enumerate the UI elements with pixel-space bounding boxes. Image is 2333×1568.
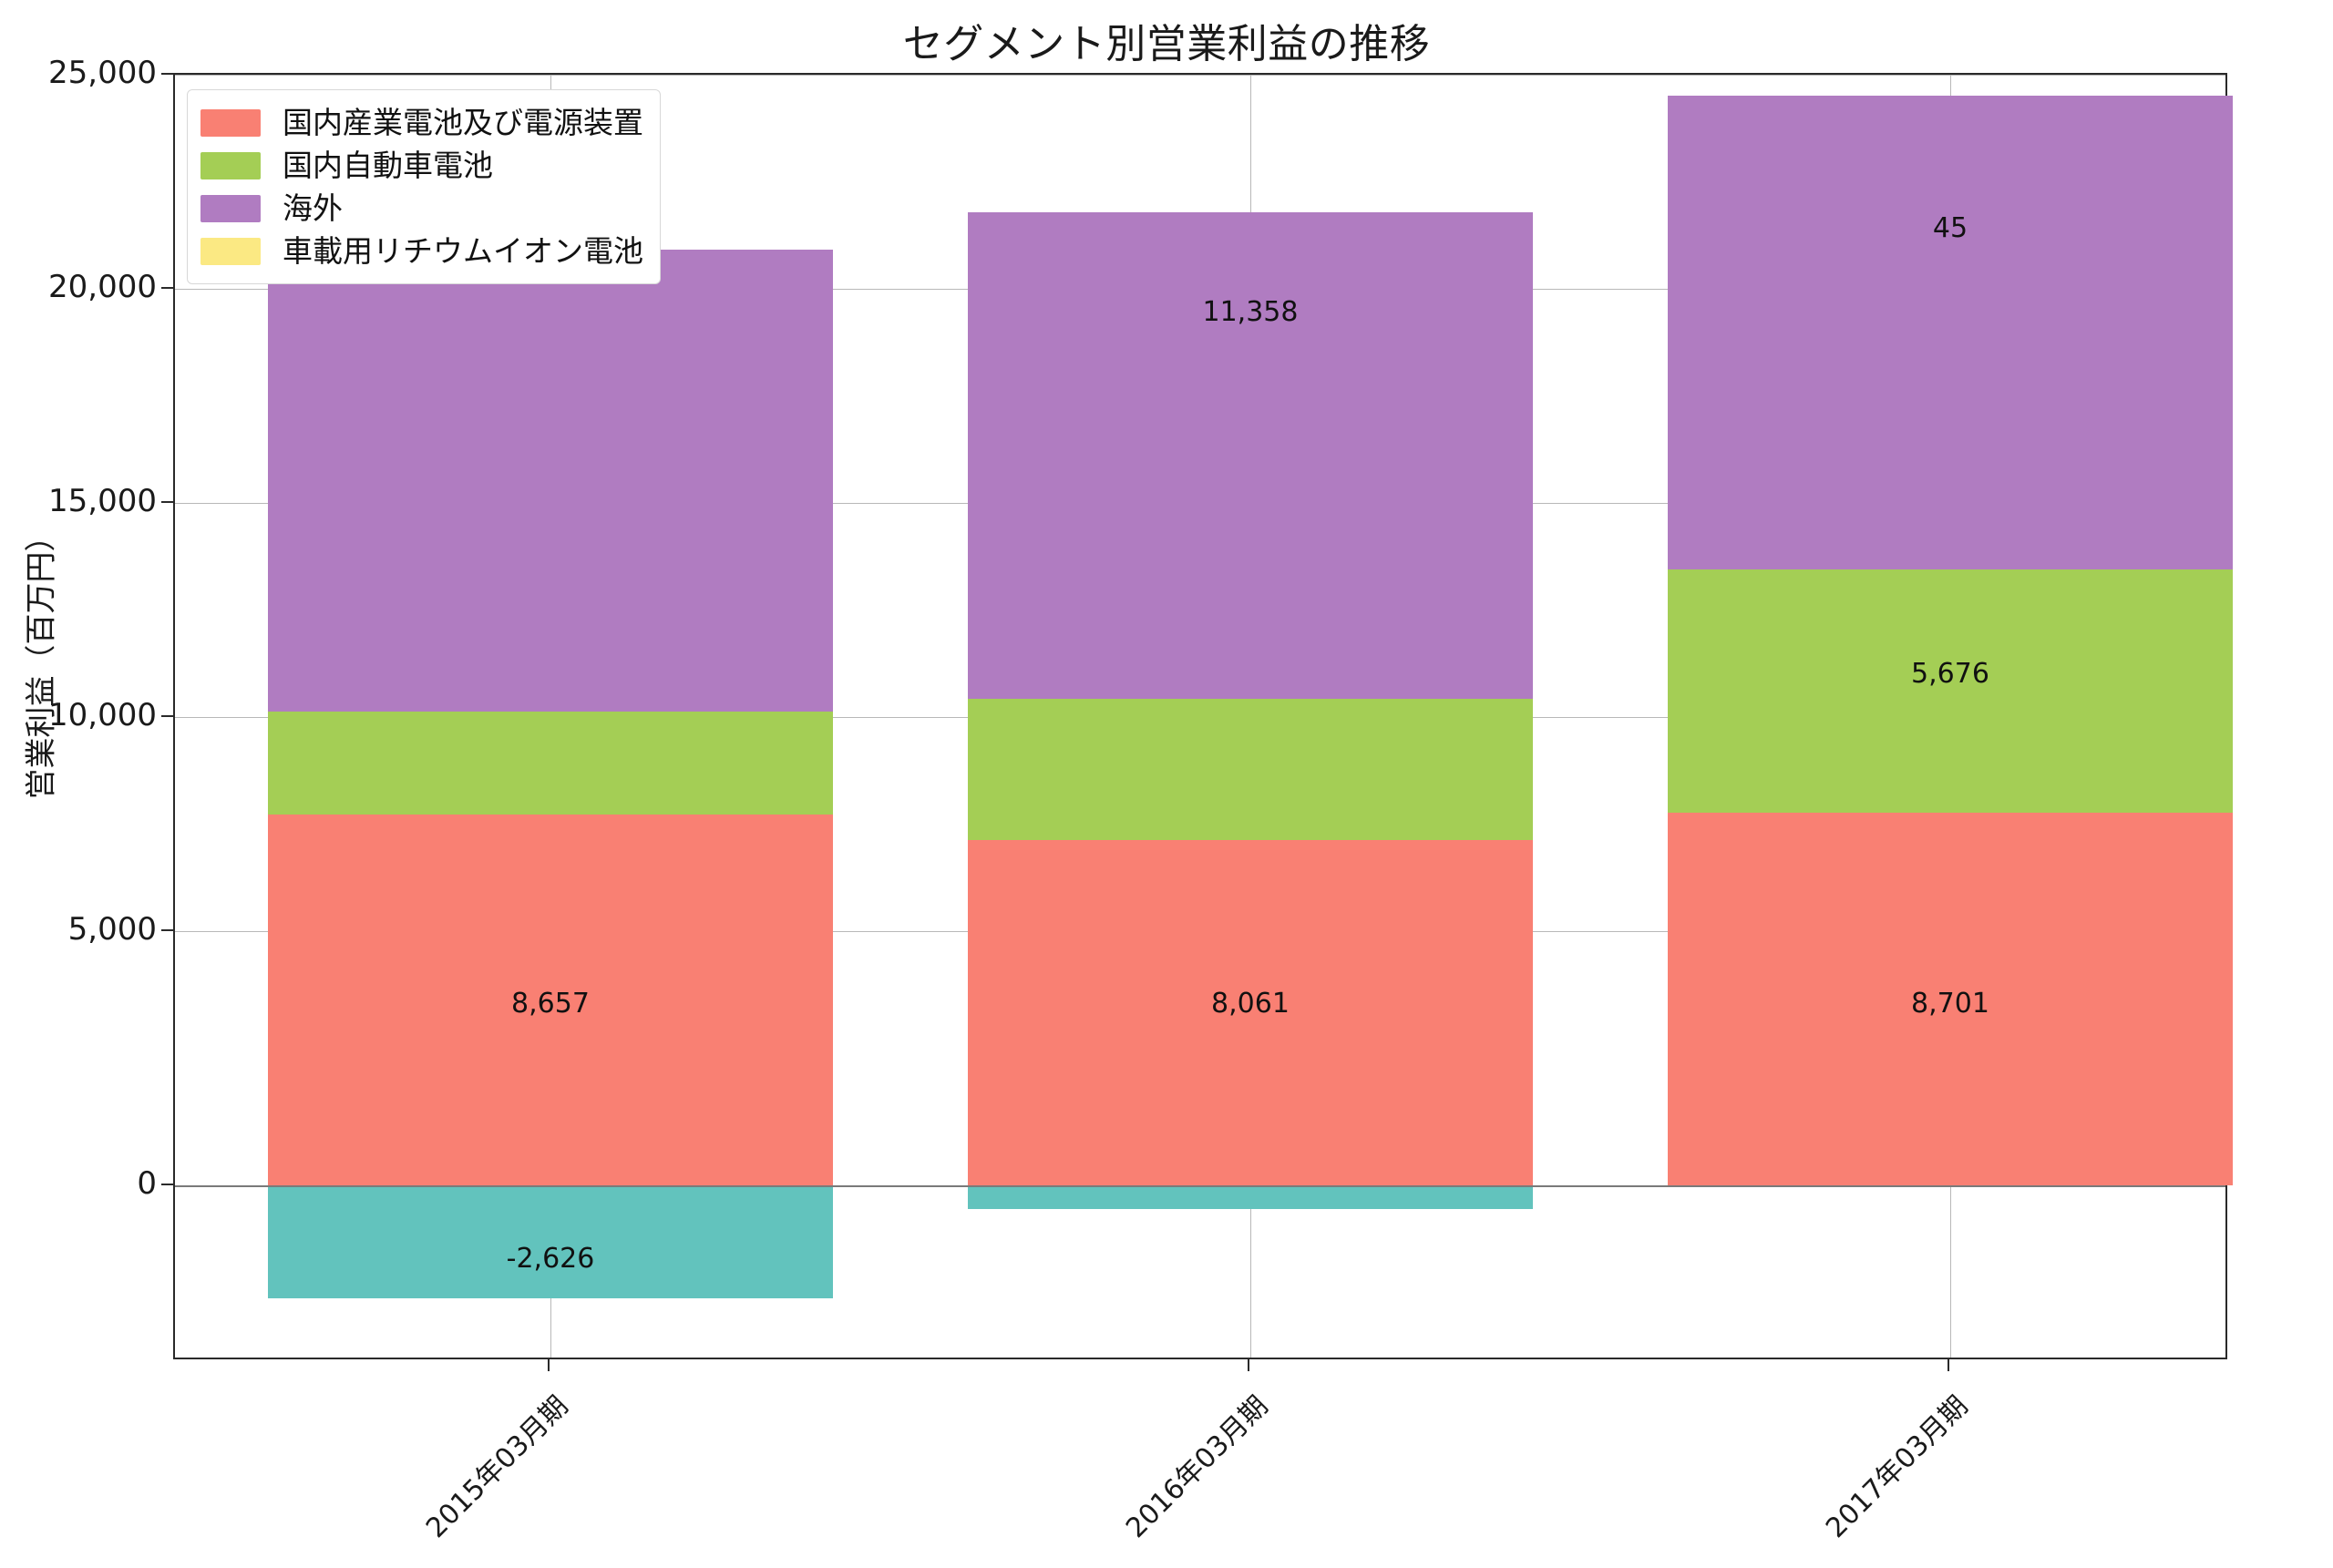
legend-label-li-ion: 車載用リチウムイオン電池 xyxy=(283,233,643,269)
bar-segment-li-ion-2016[interactable] xyxy=(968,1185,1533,1209)
bar-segment-overseas-2017[interactable] xyxy=(1668,96,2233,569)
x-tick-label-2016: 2016年03月期 xyxy=(1120,1389,1275,1545)
y-tick-mark-20000 xyxy=(161,287,173,289)
x-tick-mark-2016 xyxy=(1248,1359,1249,1371)
bar-value-overseas-2016: 11,358 xyxy=(1202,296,1299,328)
bar-value-overseas-2017: 45 xyxy=(1932,212,1968,244)
y-tick-mark-10000 xyxy=(161,715,173,717)
bar-segment-domestic-industrial-2016[interactable] xyxy=(968,840,1533,1185)
legend-label-domestic-industrial: 国内産業電池及び電源装置 xyxy=(283,105,643,140)
y-tick-mark-5000 xyxy=(161,929,173,931)
legend-swatch-icon-domestic-industrial xyxy=(200,108,261,137)
y-tick-label-25000: 25,000 xyxy=(48,55,157,91)
gridline-25000 xyxy=(175,75,2225,76)
y-tick-label-0: 0 xyxy=(137,1165,157,1202)
plot-area: 8,657 10,786 -2,626 8,061 11,358 8,701 5… xyxy=(173,73,2233,1359)
bar-segment-overseas-2016[interactable] xyxy=(968,212,1533,699)
bar-segment-domestic-auto-2016[interactable] xyxy=(968,699,1533,840)
bar-value-domestic-industrial-2015: 8,657 xyxy=(511,988,590,1020)
y-tick-mark-15000 xyxy=(161,501,173,503)
bar-segment-li-ion-2015[interactable] xyxy=(268,1185,833,1298)
legend-item-li-ion[interactable]: 車載用リチウムイオン電池 xyxy=(200,230,643,272)
bar-value-domestic-industrial-2017: 8,701 xyxy=(1911,988,1989,1020)
x-tick-mark-2017 xyxy=(1948,1359,1949,1371)
y-tick-mark-25000 xyxy=(161,73,173,75)
legend-swatch-icon-li-ion xyxy=(200,237,261,265)
y-axis-label: 営業利益（百万円） xyxy=(23,520,60,800)
bar-segment-domestic-industrial-2015[interactable] xyxy=(268,815,833,1185)
bar-segment-domestic-industrial-2017[interactable] xyxy=(1668,813,2233,1185)
legend-item-domestic-industrial[interactable]: 国内産業電池及び電源装置 xyxy=(200,101,643,144)
y-tick-label-20000: 20,000 xyxy=(48,269,157,305)
bar-value-domestic-auto-2017: 5,676 xyxy=(1911,658,1989,690)
legend-label-overseas: 海外 xyxy=(283,190,343,226)
x-tick-label-2017: 2017年03月期 xyxy=(1820,1389,1975,1545)
legend: 国内産業電池及び電源装置 国内自動車電池 海外 車載用リチウムイオン電池 xyxy=(187,89,661,284)
bar-value-li-ion-2015: -2,626 xyxy=(506,1243,595,1275)
y-tick-label-15000: 15,000 xyxy=(48,483,157,519)
legend-label-domestic-auto: 国内自動車電池 xyxy=(283,148,493,183)
bar-value-domestic-industrial-2016: 8,061 xyxy=(1211,988,1290,1020)
bar-segment-domestic-auto-2015[interactable] xyxy=(268,712,833,815)
y-tick-label-5000: 5,000 xyxy=(67,911,157,948)
y-tick-mark-0 xyxy=(161,1184,173,1185)
legend-swatch-icon-overseas xyxy=(200,194,261,222)
legend-item-overseas[interactable]: 海外 xyxy=(200,187,643,230)
x-tick-label-2015: 2015年03月期 xyxy=(420,1389,575,1545)
zero-baseline xyxy=(175,1185,2225,1187)
page-title: セグメント別営業利益の推移 xyxy=(902,21,1431,67)
bar-segment-overseas-2015[interactable] xyxy=(268,250,833,712)
x-tick-mark-2015 xyxy=(548,1359,550,1371)
bar-segment-domestic-auto-2017[interactable] xyxy=(1668,569,2233,813)
legend-item-domestic-auto[interactable]: 国内自動車電池 xyxy=(200,144,643,187)
y-tick-label-10000: 10,000 xyxy=(48,697,157,733)
legend-swatch-icon-domestic-auto xyxy=(200,151,261,179)
